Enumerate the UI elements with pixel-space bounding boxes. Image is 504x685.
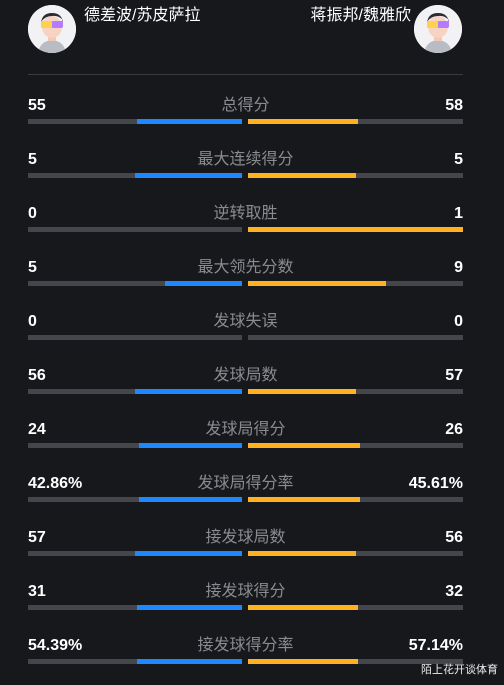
stat-right-bar [248,389,463,394]
stat-left-value: 42.86% [28,475,83,492]
stat-right-bar [248,227,463,232]
stat-right-fill [248,497,360,502]
stat-right-fill [248,551,356,556]
stat-label: 最大连续得分 [197,151,294,168]
stat-right-bar [248,443,463,448]
stat-left-bar [28,659,242,664]
stat-left-bar [28,551,242,556]
stat-left-bar [28,335,242,340]
stat-right-value: 0 [454,313,463,330]
stat-label: 发球局得分 [205,421,286,438]
right-player-avatar[interactable] [414,5,462,53]
stat-left-value: 54.39% [28,637,83,654]
stat-right-bar [248,281,463,286]
left-team-name[interactable]: 德差波/苏皮萨拉 [84,7,201,24]
stat-right-bar [248,659,463,664]
stat-row: 54.39% 接发球得分率 57.14% [28,636,463,676]
stat-row: 0 发球失误 0 [28,312,463,352]
stat-left-value: 0 [28,205,37,222]
stat-right-value: 45.61% [408,475,463,492]
stat-row: 5 最大连续得分 5 [28,150,463,190]
stat-right-fill [248,389,356,394]
stat-left-bar [28,281,242,286]
stat-row: 42.86% 发球局得分率 45.61% [28,474,463,514]
stat-right-value: 9 [454,259,463,276]
stat-left-fill [165,281,242,286]
stat-row: 24 发球局得分 26 [28,420,463,460]
stat-left-fill [135,173,242,178]
stat-row: 0 逆转取胜 1 [28,204,463,244]
stat-left-bar [28,173,242,178]
stat-left-fill [137,119,242,124]
stat-row: 31 接发球得分 32 [28,582,463,622]
stat-right-value: 5 [454,151,463,168]
stat-left-bar [28,119,242,124]
player-avatar-icon [414,5,462,53]
stat-right-value: 1 [454,205,463,222]
stat-right-bar [248,119,463,124]
stat-left-value: 31 [28,583,46,600]
match-header: 德差波/苏皮萨拉 蒋振邦/魏雅欣 [0,0,504,74]
stat-left-value: 0 [28,313,37,330]
stat-left-fill [137,659,242,664]
player-avatar-icon [28,5,76,53]
stat-row: 5 最大领先分数 9 [28,258,463,298]
stat-left-value: 57 [28,529,46,546]
stat-left-bar [28,443,242,448]
stat-right-value: 58 [445,97,463,114]
stat-label: 接发球得分 [205,583,286,600]
stat-row: 55 总得分 58 [28,96,463,136]
stat-label: 逆转取胜 [213,205,278,222]
left-player-avatar[interactable] [28,5,76,53]
stat-left-fill [137,605,242,610]
stat-left-fill [139,497,242,502]
stat-left-bar [28,227,242,232]
stat-right-fill [248,443,360,448]
header-divider [28,74,463,75]
stat-right-fill [248,119,358,124]
stat-right-fill [248,605,358,610]
stat-left-bar [28,389,242,394]
stat-right-fill [248,659,358,664]
right-team-name[interactable]: 蒋振邦/魏雅欣 [310,7,411,24]
stat-right-fill [248,173,356,178]
stat-right-bar [248,173,463,178]
stat-label: 发球失误 [213,313,278,330]
stat-right-bar [248,605,463,610]
stat-label: 总得分 [221,97,270,114]
stat-right-value: 57.14% [408,637,463,654]
stat-label: 接发球得分率 [197,637,294,654]
stat-left-fill [139,443,242,448]
stat-label: 接发球局数 [205,529,286,546]
stat-left-value: 5 [28,259,37,276]
stat-left-bar [28,497,242,502]
stat-right-bar [248,551,463,556]
stat-left-value: 24 [28,421,46,438]
stat-right-fill [248,281,386,286]
stat-right-bar [248,335,463,340]
stat-left-fill [135,389,242,394]
stat-right-value: 57 [445,367,463,384]
watermark: 陌上花开谈体育 [421,664,498,676]
stat-left-bar [28,605,242,610]
stat-right-value: 26 [445,421,463,438]
stat-left-fill [135,551,242,556]
stat-row: 57 接发球局数 56 [28,528,463,568]
stat-row: 56 发球局数 57 [28,366,463,406]
stat-left-value: 5 [28,151,37,168]
stat-right-fill [248,227,463,232]
stat-label: 最大领先分数 [197,259,294,276]
stat-left-value: 55 [28,97,46,114]
stat-label: 发球局数 [213,367,278,384]
stat-label: 发球局得分率 [197,475,294,492]
stat-left-value: 56 [28,367,46,384]
stat-right-value: 56 [445,529,463,546]
stat-right-bar [248,497,463,502]
stat-right-value: 32 [445,583,463,600]
